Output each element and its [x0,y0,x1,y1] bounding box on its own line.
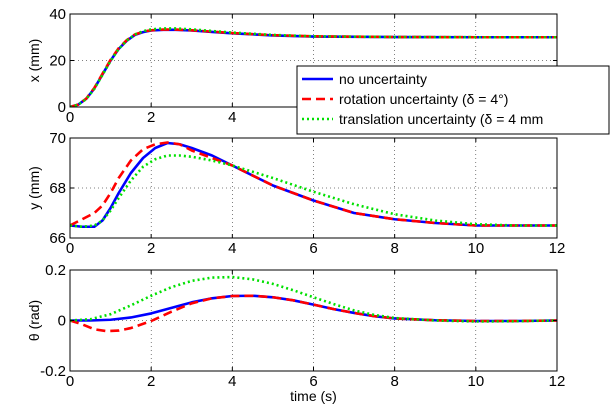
x-tick-label: 0 [66,373,74,390]
series-line-3 [70,27,557,107]
x-tick-label: 12 [549,373,566,390]
x-tick-label: 4 [228,240,236,257]
series-line-3 [70,154,557,229]
legend-label-1: no uncertainty [339,71,427,87]
y-tick-label: 20 [49,53,66,70]
y-tick-label: 0 [58,313,66,330]
x-tick-label: 8 [390,373,398,390]
series-line-3 [70,275,557,323]
x-tick-label: 8 [390,240,398,257]
x-tick-label: 0 [66,240,74,257]
y-axis-label: y (mm) [26,166,42,210]
x-tick-label: 6 [309,373,317,390]
y-axis-label: θ (rad) [26,300,42,341]
legend-label-2: rotation uncertainty (δ = 4°) [339,91,508,107]
x-tick-label: 2 [147,109,155,126]
y-tick-label: 68 [49,180,66,197]
legend-label-3: translation uncertainty (δ = 4 mm [339,111,543,127]
legend: no uncertainty rotation uncertainty (δ = … [296,65,610,135]
x-axis-label: time (s) [290,388,337,404]
y-tick-label: 0 [58,99,66,116]
x-tick-label: 4 [228,373,236,390]
legend-box [296,65,610,135]
y-tick-label: 40 [49,6,66,23]
series-line-2 [70,294,557,333]
x-tick-label: 0 [66,109,74,126]
x-tick-label: 6 [309,240,317,257]
panel-3: 0 2 4 6 8 10 12-0.200.2θ (rad)time (s) [26,262,565,404]
y-axis-label: x (mm) [26,39,42,83]
y-tick-label: 66 [49,230,66,247]
x-tick-label: 2 [147,373,155,390]
series-line-2 [70,141,557,227]
x-tick-label: 10 [467,240,484,257]
y-tick-label: 70 [49,130,66,147]
x-tick-label: 12 [549,240,566,257]
x-tick-label: 2 [147,240,155,257]
x-tick-label: 4 [228,109,236,126]
y-tick-label: 0.2 [45,262,66,279]
x-tick-label: 10 [467,373,484,390]
y-tick-label: -0.2 [40,363,66,380]
